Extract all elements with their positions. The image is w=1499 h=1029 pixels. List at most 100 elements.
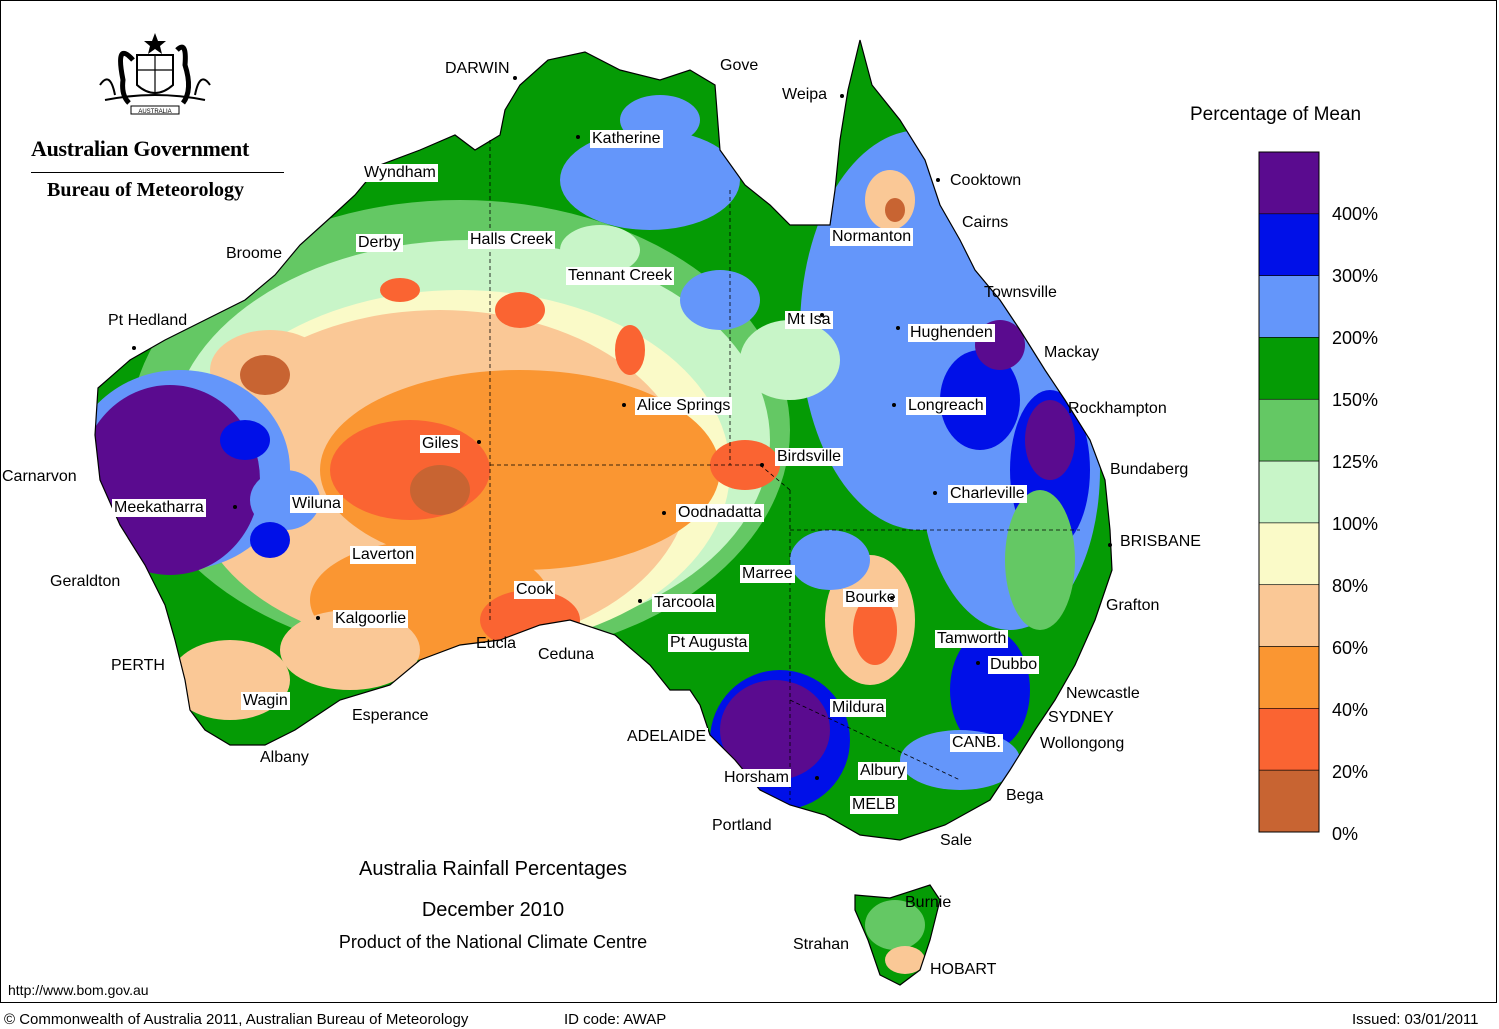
legend-swatch [1258, 337, 1320, 400]
place-label-bundaberg: Bundaberg [1110, 461, 1189, 478]
legend-tick-label: 20% [1332, 762, 1369, 782]
place-label-esperance: Esperance [352, 707, 429, 724]
place-label-ceduna: Ceduna [538, 646, 595, 663]
legend-swatch [1258, 398, 1320, 462]
place-label-tamworth: Tamworth [935, 630, 1009, 648]
place-marker [513, 76, 517, 80]
place-label-brisbane: BRISBANE [1120, 533, 1201, 550]
website-url[interactable]: http://www.bom.gov.au [8, 982, 149, 998]
mainland-coastline [94, 39, 1113, 841]
place-marker [976, 661, 980, 665]
place-label-cooktown: Cooktown [950, 172, 1022, 189]
legend-swatch [1258, 708, 1320, 771]
place-marker [477, 440, 481, 444]
place-label-rockhampton: Rockhampton [1068, 400, 1167, 417]
place-label-strahan: Strahan [793, 936, 850, 953]
place-label-pt-hedland: Pt Hedland [108, 312, 188, 329]
place-label-burnie: Burnie [905, 894, 952, 911]
place-label-mackay: Mackay [1044, 344, 1100, 361]
place-label-oodnadatta: Oodnadatta [676, 504, 764, 522]
agency-name: Australian Government [31, 136, 249, 161]
copyright-notice: © Commonwealth of Australia 2011, Austra… [4, 1011, 469, 1028]
place-label-tarcoola: Tarcoola [652, 594, 717, 612]
place-label-melb: MELB [850, 796, 898, 814]
place-label-hobart: HOBART [928, 961, 999, 979]
place-label-wiluna: Wiluna [290, 495, 343, 513]
place-label-longreach: Longreach [906, 397, 986, 415]
place-marker [233, 505, 237, 509]
place-label-horsham: Horsham [722, 769, 791, 787]
place-marker [896, 326, 900, 330]
place-label-darwin: DARWIN [445, 60, 510, 77]
legend-color-bar [1258, 151, 1320, 833]
legend-swatch [1258, 646, 1320, 709]
place-label-sale: Sale [940, 832, 973, 849]
legend-tick-label: 100% [1332, 514, 1379, 534]
place-label-meekatharra: Meekatharra [112, 499, 206, 517]
emblem-motto: AUSTRALIA [138, 109, 171, 115]
tasmania-coastline [854, 884, 941, 986]
id-code: ID code: AWAP [564, 1011, 667, 1028]
place-label-albury: Albury [858, 762, 908, 780]
place-label-eucla: Eucla [476, 635, 517, 652]
legend-swatch [1258, 213, 1320, 276]
legend-frame [1258, 151, 1320, 833]
place-label-sydney: SYDNEY [1048, 709, 1114, 726]
place-label-normanton: Normanton [830, 228, 914, 246]
place-label-tennant-creek: Tennant Creek [566, 267, 675, 285]
place-label-mildura: Mildura [830, 699, 887, 717]
legend-tick-label: 0% [1332, 824, 1359, 844]
place-marker [662, 511, 666, 515]
place-label-townsville: Townsville [984, 284, 1057, 301]
place-label-pt-augusta: Pt Augusta [668, 634, 750, 652]
place-marker [1108, 543, 1112, 547]
place-label-katherine: Katherine [590, 130, 663, 148]
place-label-bourke: Bourke [843, 589, 898, 607]
legend-tick-label: 40% [1332, 700, 1369, 720]
map-title: Australia Rainfall Percentages [359, 858, 627, 880]
place-marker [936, 178, 940, 182]
place-label-portland: Portland [712, 817, 772, 834]
place-marker [840, 94, 844, 98]
place-marker [815, 776, 819, 780]
legend-tick-label: 80% [1332, 576, 1369, 596]
place-label-adelaide: ADELAIDE [625, 728, 709, 746]
place-label-carnarvon: Carnarvon [2, 468, 77, 485]
place-label-cook: Cook [514, 581, 556, 599]
place-label-canb: CANB. [950, 734, 1003, 752]
place-label-grafton: Grafton [1106, 597, 1160, 614]
place-label-hughenden: Hughenden [908, 324, 995, 342]
legend-swatch [1258, 584, 1320, 647]
place-label-perth: PERTH [111, 657, 165, 674]
place-label-cairns: Cairns [962, 214, 1009, 231]
place-label-mt-isa: Mt Isa [785, 311, 833, 329]
legend-tick-label: 125% [1332, 452, 1379, 472]
place-label-weipa: Weipa [782, 86, 828, 103]
legend-title: Percentage of Mean [1190, 104, 1362, 125]
place-label-derby: Derby [356, 234, 403, 252]
legend-swatch [1258, 769, 1320, 833]
place-label-newcastle: Newcastle [1066, 685, 1140, 702]
place-marker [892, 403, 896, 407]
place-label-laverton: Laverton [350, 546, 417, 564]
place-label-halls-creek: Halls Creek [468, 231, 555, 249]
place-label-giles: Giles [420, 435, 461, 453]
legend-swatch [1258, 522, 1320, 586]
place-label-wyndham: Wyndham [362, 164, 438, 182]
place-marker [316, 616, 320, 620]
place-label-birdsville: Birdsville [775, 448, 844, 466]
place-label-alice-springs: Alice Springs [635, 397, 733, 415]
legend-tick-label: 300% [1332, 266, 1379, 286]
place-marker [132, 346, 136, 350]
map-producer: Product of the National Climate Centre [338, 932, 648, 952]
legend-tick-label: 150% [1332, 390, 1379, 410]
state-borders [489, 140, 1080, 800]
place-label-wagin: Wagin [241, 692, 290, 710]
place-marker [638, 599, 642, 603]
place-label-marree: Marree [740, 565, 795, 583]
legend-swatch [1258, 275, 1320, 338]
map-frame [0, 0, 1497, 1003]
place-label-charleville: Charleville [948, 485, 1027, 503]
place-label-gove: Gove [720, 57, 759, 74]
legend-tick-label: 200% [1332, 328, 1379, 348]
